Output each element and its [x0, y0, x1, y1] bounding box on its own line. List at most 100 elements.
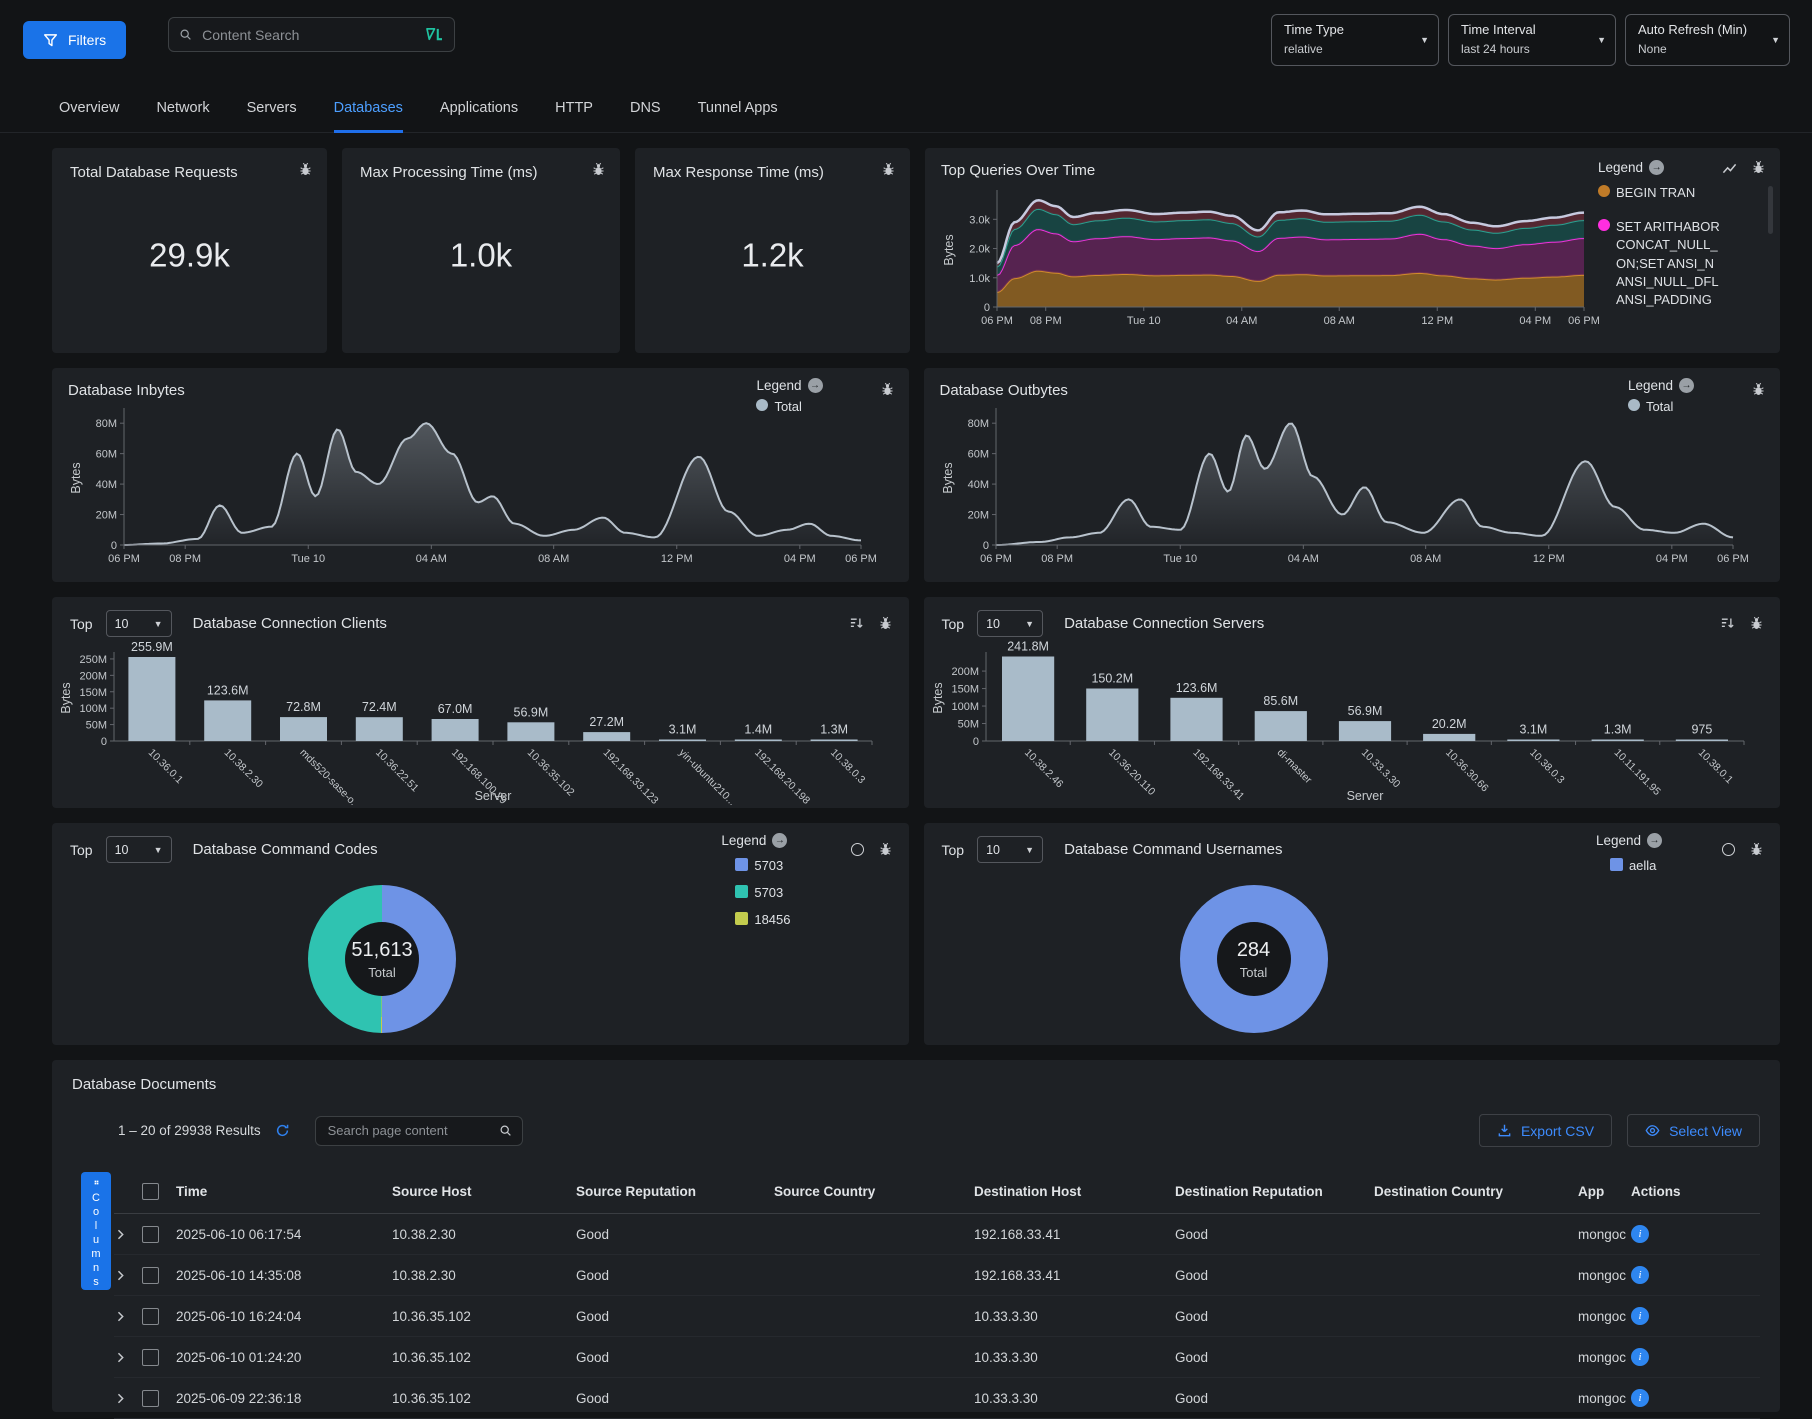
legend-expand-icon[interactable]: [807, 378, 823, 393]
legend-expand-icon[interactable]: [1649, 160, 1665, 175]
legend-scrollbar[interactable]: [1768, 186, 1773, 234]
bug-icon[interactable]: [878, 616, 893, 631]
col-source-host[interactable]: Source Host: [392, 1183, 472, 1199]
bug-icon[interactable]: [1751, 160, 1766, 175]
expand-row-icon[interactable]: [114, 1228, 142, 1241]
tab-databases[interactable]: Databases: [333, 100, 403, 133]
svg-text:100M: 100M: [79, 703, 107, 715]
legend-expand-icon[interactable]: [772, 833, 788, 848]
top-queries-legend: Legend BEGIN TRAN SET ARITHABOR CONCAT_N…: [1598, 160, 1773, 309]
legend-item[interactable]: Total: [756, 398, 822, 416]
donut-icon[interactable]: [1722, 843, 1735, 856]
top-n-select[interactable]: 10: [977, 610, 1044, 637]
top-label: Top: [941, 841, 965, 858]
info-icon[interactable]: [1631, 1225, 1649, 1243]
legend-item[interactable]: BEGIN TRAN: [1598, 184, 1766, 202]
legend-item[interactable]: 5703: [735, 884, 790, 902]
chevron-down-icon: [154, 845, 163, 855]
top-queries-chart[interactable]: 0 1.0k 2.0k 3.0k 06 PM 08 PM Tue 10 04 AM 08 AM 1…: [941, 183, 1606, 333]
query-language-icon[interactable]: [425, 27, 444, 42]
svg-text:12 PM: 12 PM: [661, 553, 693, 565]
row-checkbox[interactable]: [142, 1307, 159, 1325]
codes-donut[interactable]: 51,613 Total: [308, 885, 456, 1033]
row-checkbox[interactable]: [142, 1225, 159, 1243]
content-search[interactable]: [168, 17, 456, 52]
legend-item[interactable]: SET ARITHABOR CONCAT_NULL_ ON;SET ANSI_N…: [1598, 218, 1766, 309]
inbytes-chart[interactable]: 0 20M 40M 60M 80M 06 PM 08 PM Tue 10 04 AM 08 AM 1…: [68, 401, 883, 571]
bug-icon[interactable]: [1751, 382, 1766, 397]
col-source-country[interactable]: Source Country: [774, 1183, 876, 1199]
content-search-input[interactable]: [200, 25, 418, 44]
bug-icon[interactable]: [1749, 842, 1764, 857]
svg-text:08 AM: 08 AM: [1410, 553, 1441, 565]
columns-button[interactable]: Columns: [81, 1172, 111, 1290]
clients-bar-chart[interactable]: 0 50M 100M 150M 200M 250M Bytes 255.9M 10.36.0.1…: [58, 637, 878, 812]
col-source-reputation[interactable]: Source Reputation: [576, 1183, 697, 1199]
info-icon[interactable]: [1631, 1348, 1649, 1366]
legend-item[interactable]: aella: [1609, 857, 1662, 875]
legend-item[interactable]: 18456: [735, 911, 791, 929]
svg-text:0: 0: [101, 736, 107, 748]
svg-text:10.36.30.66: 10.36.30.66: [1443, 747, 1491, 795]
top-n-select[interactable]: 10: [105, 610, 172, 637]
outbytes-chart[interactable]: 0 20M 40M 60M 80M 06 PM 08 PM Tue 10 04 AM 08 AM 1…: [940, 401, 1755, 571]
bug-icon[interactable]: [880, 382, 895, 397]
download-icon: [1497, 1123, 1512, 1138]
bug-icon[interactable]: [881, 162, 896, 177]
filters-button[interactable]: Filters: [23, 21, 127, 59]
svg-text:123.6M: 123.6M: [1175, 681, 1217, 695]
time-interval-dropdown[interactable]: Time Interval last 24 hours: [1448, 14, 1616, 66]
top-n-select[interactable]: 10: [977, 836, 1044, 863]
info-icon[interactable]: [1631, 1307, 1649, 1325]
tab-dns[interactable]: DNS: [629, 100, 661, 116]
svg-text:12 PM: 12 PM: [1421, 315, 1453, 327]
col-destination-reputation[interactable]: Destination Reputation: [1175, 1183, 1323, 1199]
bug-icon[interactable]: [1749, 616, 1764, 631]
expand-row-icon[interactable]: [114, 1392, 142, 1405]
col-actions[interactable]: Actions: [1631, 1183, 1681, 1199]
tab-applications[interactable]: Applications: [439, 100, 519, 116]
legend-expand-icon[interactable]: [1647, 833, 1662, 848]
col-destination-host[interactable]: Destination Host: [974, 1183, 1082, 1199]
row-checkbox[interactable]: [142, 1348, 159, 1366]
expand-row-icon[interactable]: [114, 1269, 142, 1282]
time-type-dropdown[interactable]: Time Type relative: [1271, 14, 1439, 66]
col-destination-country[interactable]: Destination Country: [1374, 1183, 1504, 1199]
time-interval-value: last 24 hours: [1461, 42, 1530, 56]
chevron-down-icon: [1025, 845, 1034, 855]
legend-expand-icon[interactable]: [1679, 378, 1694, 393]
tab-tunnel-apps[interactable]: Tunnel Apps: [697, 100, 778, 116]
donut-icon[interactable]: [850, 843, 864, 856]
usernames-donut[interactable]: 284 Total: [1179, 885, 1328, 1033]
sort-icon[interactable]: [849, 616, 864, 631]
row-checkbox[interactable]: [142, 1266, 159, 1284]
svg-text:08 AM: 08 AM: [538, 553, 569, 565]
info-icon[interactable]: [1631, 1266, 1649, 1284]
bug-icon[interactable]: [878, 842, 893, 857]
servers-bar-chart[interactable]: 0 50M 100M 150M 200M Bytes 241.8M 10.38.2.46 150…: [930, 637, 1750, 805]
select-all-checkbox[interactable]: [142, 1182, 159, 1200]
col-app[interactable]: App: [1578, 1183, 1605, 1199]
page-content-search[interactable]: [314, 1115, 523, 1146]
page-search-input[interactable]: [325, 1122, 493, 1139]
refresh-icon[interactable]: [275, 1123, 290, 1138]
legend-item[interactable]: Total: [1627, 398, 1694, 416]
legend-item[interactable]: 5703: [735, 857, 790, 875]
line-chart-icon[interactable]: [1722, 160, 1737, 175]
tab-servers[interactable]: Servers: [246, 100, 297, 116]
auto-refresh-dropdown[interactable]: Auto Refresh (Min) None: [1625, 14, 1790, 66]
top-n-select[interactable]: 10: [105, 836, 172, 863]
bug-icon[interactable]: [298, 162, 313, 177]
sort-icon[interactable]: [1720, 616, 1735, 631]
row-checkbox[interactable]: [142, 1389, 159, 1407]
expand-row-icon[interactable]: [114, 1351, 142, 1364]
tab-network[interactable]: Network: [156, 100, 210, 116]
info-icon[interactable]: [1631, 1389, 1649, 1407]
tab-overview[interactable]: Overview: [59, 100, 120, 116]
col-time[interactable]: Time: [176, 1183, 208, 1199]
export-csv-button[interactable]: Export CSV: [1478, 1114, 1613, 1147]
bug-icon[interactable]: [591, 162, 606, 177]
select-view-button[interactable]: Select View: [1627, 1114, 1760, 1147]
expand-row-icon[interactable]: [114, 1310, 142, 1323]
tab-http[interactable]: HTTP: [555, 100, 593, 116]
